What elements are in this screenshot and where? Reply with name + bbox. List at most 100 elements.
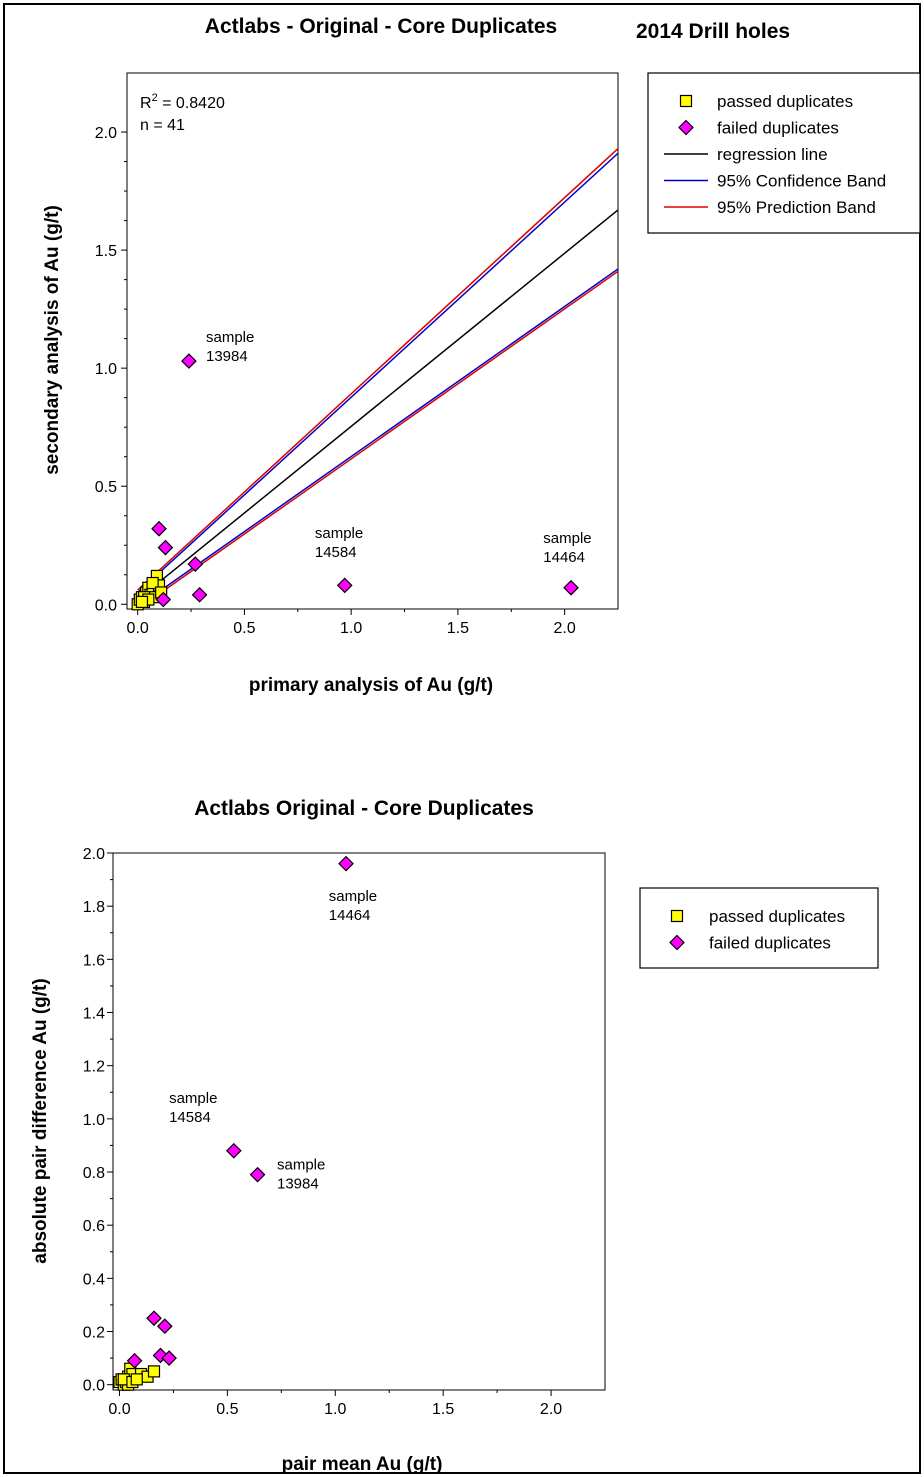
chart1-xtick-label: 1.5 [447,620,469,637]
chart1-xtick-label: 0.5 [233,620,255,637]
chart2-plot: 0.0 0.5 1.0 1.5 2.0 0.0 0.2 0.4 0.6 0.8 1.0 1.2 1.4 1… [83,846,606,1418]
chart2-ytick-label: 1.2 [83,1059,105,1076]
chart2-legend: passed duplicates failed duplicates [639,887,879,969]
chart1-ylabel: secondary analysis of Au (g/t) [42,205,63,475]
chart1-xtick-label: 2.0 [554,620,576,637]
chart2-ytick-label: 0.8 [83,1165,105,1182]
chart1-sample-annotation: sample 14464 [543,530,591,566]
chart2-xtick-label: 1.0 [324,1401,346,1418]
chart2-title: Actlabs Original - Core Duplicates [194,797,534,820]
chart1-xtick-label: 0.0 [127,620,149,637]
chart1-ytick-label: 1.5 [95,243,117,260]
chart1-n-stat: n = 41 [140,117,185,134]
chart1-failed-point [563,579,579,596]
chart1-ytick-label: 0.5 [95,479,117,496]
legend-entry-label: failed duplicates [709,934,831,953]
chart2-legend-box [639,887,879,969]
chart1-sample-annotation: sample 14584 [315,525,363,561]
chart2-ytick-label: 2.0 [83,846,105,863]
chart2-plot-frame [112,852,606,1391]
chart1-ytick-label: 1.0 [95,361,117,378]
annotation-line-1: sample [277,1156,325,1173]
chart1-failed-point [157,539,174,556]
chart2-sample-annotation: sample 13984 [277,1156,325,1192]
annotation-line-1: sample [206,329,254,346]
chart1-plot: 0.0 0.5 1.0 1.5 2.0 0.0 0.5 1.0 1.5 2.0 sample 1398… [95,72,619,637]
chart1-failed-point [181,353,197,369]
chart2-xlabel: pair mean Au (g/t) [282,1454,443,1475]
chart2-failed-point [156,1318,173,1335]
chart2-xtick-label: 1.5 [432,1401,454,1418]
chart1-sample-annotation: sample 13984 [206,329,254,365]
chart2-ylabel: absolute pair difference Au (g/t) [30,978,51,1263]
chart2-passed-point [130,1373,143,1386]
chart1-legend: passed duplicates failed duplicates regres… [647,72,921,234]
annotation-line-2: 14584 [169,1109,211,1126]
chart2-failed-point [225,1142,242,1159]
chart2-failed-point [126,1352,143,1369]
chart2-ytick-label: 0.2 [83,1325,105,1342]
chart1-failed-point [187,556,204,572]
chart1-r2-value: = 0.8420 [158,95,225,112]
chart1-xlabel: primary analysis of Au (g/t) [249,675,493,696]
chart1-failed-point [155,591,172,608]
chart2-ytick-label: 0.0 [83,1378,105,1395]
chart1-passed-point [146,576,159,590]
chart1-xtick-label: 1.0 [340,620,362,637]
chart2-xtick-label: 0.0 [108,1401,130,1418]
chart1-title: Actlabs - Original - Core Duplicates [205,15,557,38]
chart2-sample-annotation: sample 14464 [329,888,377,924]
chart1-line-95-prediction-band [137,148,618,591]
chart2-ytick-label: 1.4 [83,1006,105,1023]
legend-entry-label: passed duplicates [717,92,853,111]
legend-entry-label: 95% Confidence Band [717,172,886,191]
chart1-line-regression-line [137,209,618,601]
chart1-ytick-label: 2.0 [95,125,117,142]
legend-entry-label: 95% Prediction Band [717,198,876,217]
chart1-line-95-prediction-band [137,270,618,609]
chart2-ytick-label: 1.8 [83,899,105,916]
chart2-failed-point [249,1166,266,1183]
chart1-r2-stat: R2 = 0.8420 [140,92,225,112]
chart2-xtick-label: 0.5 [216,1401,238,1418]
chart1-ytick-label: 0.0 [95,597,117,614]
annotation-line-1: sample [329,888,377,905]
chart2-ytick-label: 0.4 [83,1271,105,1288]
chart1-line-95-confidence-band [137,268,618,608]
legend-entry-label: regression line [717,145,828,164]
annotation-line-2: 14584 [315,544,357,561]
chart2-ytick-label: 1.0 [83,1112,105,1129]
chart1-fit-lines [137,148,618,609]
legend-failed-swatch [678,119,694,136]
chart1-failed-point [151,520,167,537]
annotation-line-1: sample [315,525,363,542]
legend-entry-label: failed duplicates [717,119,839,138]
chart2-failed-point [161,1350,177,1366]
chart1-plot-frame [126,72,619,610]
annotation-line-2: 13984 [206,348,248,365]
annotation-line-2: 13984 [277,1175,319,1192]
legend-passed-swatch [679,94,693,108]
legend-failed-swatch [669,934,685,951]
figure-frame [3,3,921,1474]
legend-passed-swatch [670,909,684,923]
legend-entry-label: passed duplicates [709,907,845,926]
annotation-line-2: 14464 [543,549,585,566]
chart2-passed-point [147,1365,161,1378]
chart2-xtick-label: 2.0 [540,1401,562,1418]
chart2-failed-point [146,1310,162,1327]
annotation-line-2: 14464 [329,907,371,924]
chart2-ytick-label: 0.6 [83,1218,105,1235]
drill-holes-label: 2014 Drill holes [636,20,790,43]
annotation-line-1: sample [169,1090,217,1107]
chart1-r2-sup: 2 [152,92,158,104]
chart1-r2-prefix: R [140,95,152,112]
chart2-sample-annotation: sample 14584 [169,1090,217,1126]
chart1-failed-point [191,586,208,603]
chart2-failed-point [338,855,354,872]
chart2-ytick-label: 1.6 [83,952,105,969]
chart1-passed-point [135,595,149,609]
chart1-failed-point [336,577,353,594]
annotation-line-1: sample [543,530,591,547]
